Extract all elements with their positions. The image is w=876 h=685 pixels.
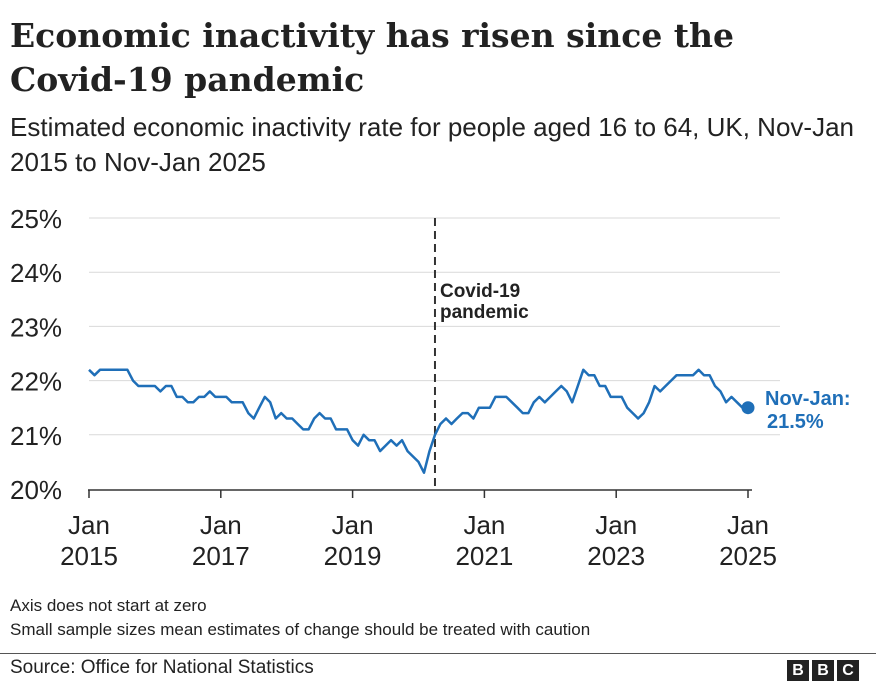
y-tick-label: 22% [10, 367, 62, 397]
bbc-logo-b1: B [787, 660, 809, 681]
y-tick-label: 25% [10, 204, 62, 234]
chart-subtitle: Estimated economic inactivity rate for p… [10, 112, 854, 177]
endpoint-label: Nov-Jan:21.5% [741, 388, 851, 433]
y-tick-label: 21% [10, 421, 62, 451]
endpoint-label: Nov-Jan: [765, 388, 851, 410]
x-tick-label: 2025 [719, 541, 777, 571]
x-tick-label: 2021 [455, 541, 513, 571]
y-tick-label: 24% [10, 258, 62, 288]
endpoint-marker [741, 401, 755, 415]
x-tick-label: Jan [68, 510, 110, 540]
x-tick-label: Jan [595, 510, 637, 540]
x-tick-label: 2023 [587, 541, 645, 571]
x-tick-label: 2015 [60, 541, 118, 571]
bbc-logo: B B C [787, 660, 859, 681]
series [88, 368, 748, 474]
x-tick-label: 2017 [192, 541, 250, 571]
x-tick-label: Jan [463, 510, 505, 540]
x-tick-label: 2019 [324, 541, 382, 571]
annotation-label: pandemic [440, 302, 529, 323]
source-text: Source: Office for National Statistics [10, 657, 314, 678]
endpoint-value: 21.5% [767, 411, 824, 433]
sample-size-note: Small sample sizes mean estimates of cha… [10, 620, 591, 639]
series-line [88, 368, 748, 474]
x-tick-label: Jan [727, 510, 769, 540]
y-tick-label: 20% [10, 475, 62, 505]
x-tick-label: Jan [332, 510, 374, 540]
y-tick-label: 23% [10, 312, 62, 342]
x-tick-label: Jan [200, 510, 242, 540]
bbc-logo-c: C [837, 660, 859, 681]
x-axis: Jan2015Jan2017Jan2019Jan2021Jan2023Jan20… [60, 489, 777, 571]
chart-title: Economic inactivity has risen since the … [10, 16, 735, 99]
annotation-label: Covid-19 [440, 281, 520, 302]
line-chart: 25%24%23%22%21%20% Jan2015Jan2017Jan2019… [10, 204, 851, 571]
bbc-logo-b2: B [812, 660, 834, 681]
axis-note: Axis does not start at zero [10, 596, 207, 615]
footer-divider [0, 653, 876, 654]
y-axis-labels: 25% 24% 23% 22% 21% 20% [10, 204, 62, 505]
